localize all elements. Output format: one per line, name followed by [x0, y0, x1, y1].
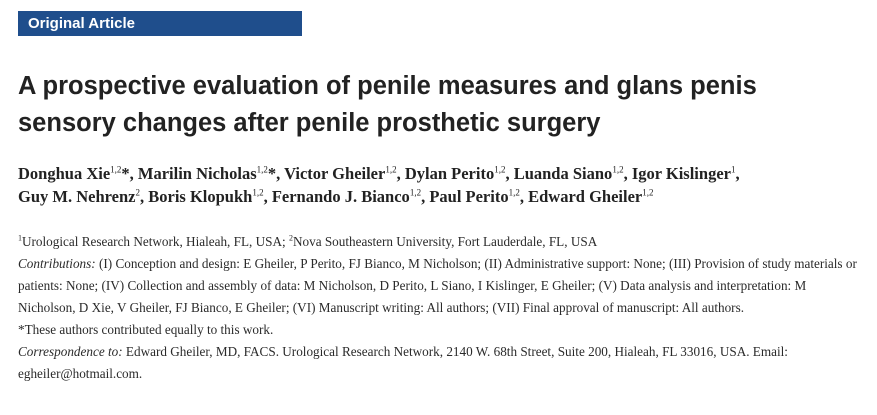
affiliation-number: 1: [18, 233, 22, 243]
author-name: Marilin Nicholas: [137, 164, 257, 183]
author: Boris Klopukh1,2,: [148, 187, 272, 206]
author-affiliation: 1,2: [110, 164, 122, 175]
author-separator: ,: [735, 164, 740, 183]
author-separator: ,: [263, 187, 272, 206]
author-separator: ,: [129, 164, 138, 183]
author: Edward Gheiler1,2: [528, 187, 653, 206]
author-separator: ,: [396, 164, 405, 183]
author-equal-mark: *: [121, 164, 130, 183]
author-name: Victor Gheiler: [284, 164, 386, 183]
author-affiliation: 1,2: [385, 164, 397, 175]
author-affiliation: 1,2: [252, 187, 264, 198]
author-affiliation: 1,2: [494, 164, 506, 175]
author-name: Paul Perito: [429, 187, 509, 206]
author-name: Edward Gheiler: [528, 187, 643, 206]
author-name: Dylan Perito: [404, 164, 495, 183]
author: Victor Gheiler1,2,: [284, 164, 405, 183]
article-title: A prospective evaluation of penile measu…: [18, 72, 757, 137]
author-name: Luanda Siano: [513, 164, 613, 183]
author: Igor Kislinger1,: [632, 164, 740, 183]
author-separator: ,: [623, 164, 632, 183]
equal-contribution-note: *These authors contributed equally to th…: [18, 322, 274, 337]
contributions-text: (I) Conception and design: E Gheiler, P …: [18, 256, 857, 315]
author: Paul Perito1,2,: [429, 187, 528, 206]
affiliation-text: Nova Southeastern University, Fort Laude…: [292, 234, 598, 249]
author-affiliation: 1,2: [256, 164, 268, 175]
author-list: Donghua Xie1,2*, Marilin Nicholas1,2*, V…: [18, 162, 868, 208]
correspondence: Correspondence to: Edward Gheiler, MD, F…: [18, 341, 863, 385]
author-separator: ,: [139, 187, 149, 206]
affiliations: 1Urological Research Network, Hialeah, F…: [18, 231, 863, 253]
article-type-banner: Original Article: [18, 11, 302, 36]
author: Marilin Nicholas1,2*,: [138, 164, 284, 183]
affiliation-number: 2: [288, 233, 293, 243]
author-name: Igor Kislinger: [631, 164, 731, 183]
author-name: Boris Klopukh: [148, 187, 253, 206]
author-separator: ,: [505, 164, 514, 183]
author-affiliation: 1,2: [508, 187, 520, 198]
correspondence-text: Edward Gheiler, MD, FACS. Urological Res…: [18, 344, 788, 381]
author-affiliation: 2: [135, 187, 140, 198]
author-separator: ,: [421, 187, 430, 206]
author: Guy M. Nehrenz2,: [18, 187, 148, 206]
author: Luanda Siano1,2,: [514, 164, 632, 183]
front-matter-notes: 1Urological Research Network, Hialeah, F…: [18, 231, 863, 385]
author-affiliation: 1,2: [409, 187, 422, 198]
contributions-label: Contributions:: [18, 256, 96, 271]
author-affiliation: 1,2: [612, 164, 624, 175]
contributions: Contributions: (I) Conception and design…: [18, 253, 863, 319]
author-equal-mark: *: [267, 164, 277, 183]
author-affiliation: 1: [730, 164, 736, 175]
author-name: Guy M. Nehrenz: [18, 187, 136, 206]
author-name: Fernando J. Bianco: [271, 187, 410, 206]
author-separator: ,: [276, 164, 285, 183]
correspondence-label: Correspondence to:: [18, 344, 123, 359]
author: Fernando J. Bianco1,2,: [272, 187, 429, 206]
author-separator: ,: [519, 187, 529, 206]
author-affiliation: 1,2: [642, 187, 654, 198]
affiliation-text: Urological Research Network, Hialeah, FL…: [22, 234, 289, 249]
author: Dylan Perito1,2,: [405, 164, 514, 183]
author-name: Donghua Xie: [18, 164, 111, 183]
author: Donghua Xie1,2*,: [18, 164, 138, 183]
